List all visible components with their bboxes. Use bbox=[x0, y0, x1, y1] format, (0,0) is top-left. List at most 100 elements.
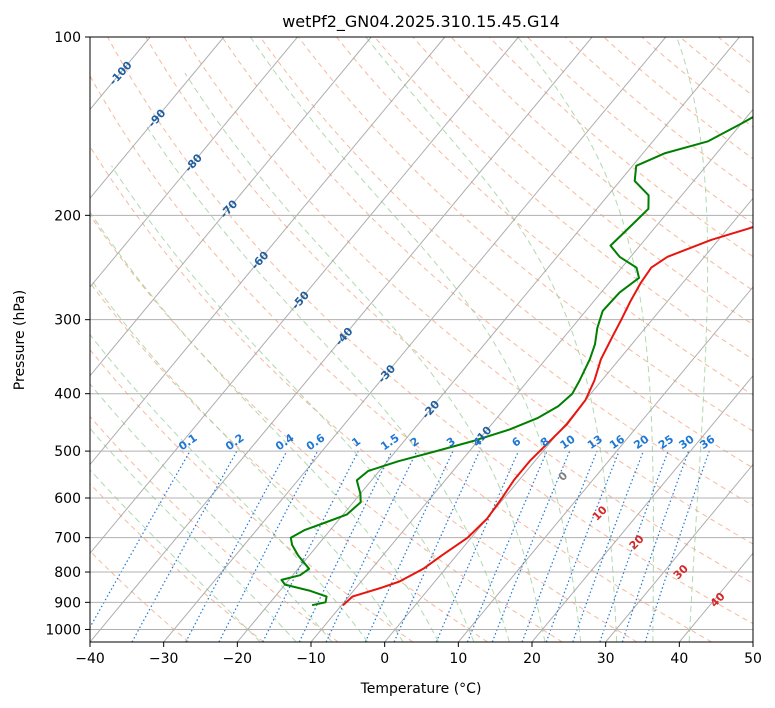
x-tick-label: 20 bbox=[523, 651, 541, 667]
mixing-ratio-label: 20 bbox=[631, 432, 651, 452]
mixing-ratio-line bbox=[572, 450, 644, 642]
isotherm-line bbox=[0, 37, 3, 642]
dry-adiabat-line bbox=[107, 37, 753, 625]
moist-adiabat-line bbox=[90, 211, 439, 642]
mixing-ratio-label: 6 bbox=[510, 435, 524, 450]
moist-adiabat-label: 10 bbox=[590, 503, 610, 523]
x-tick-label: −10 bbox=[296, 651, 326, 667]
dry-adiabat-line bbox=[90, 415, 339, 642]
mixing-ratio-label: 30 bbox=[677, 432, 697, 452]
dry-adiabat-line bbox=[90, 281, 488, 642]
x-axis-label: Temperature (°C) bbox=[360, 681, 482, 697]
mixing-ratio-label: 1.5 bbox=[378, 431, 401, 453]
dry-adiabat-line bbox=[90, 145, 638, 642]
moist-adiabat-line bbox=[90, 277, 404, 642]
moist-adiabat-label: 0 bbox=[556, 469, 571, 484]
y-tick-label: 500 bbox=[54, 444, 81, 460]
plot-frame bbox=[89, 36, 754, 643]
moist-adiabat-label: 30 bbox=[671, 562, 691, 582]
isotherm-line bbox=[163, 37, 667, 642]
moist-adiabat-line bbox=[250, 37, 582, 642]
isotherm-line bbox=[90, 37, 372, 377]
background-lines bbox=[0, 37, 753, 642]
mixing-ratio-line bbox=[621, 450, 690, 642]
line-labels: 0.1 0.2 0.4 0.6 1 1.5 2 3 4 6 8 10 13 16 20 25 30 36-100-… bbox=[107, 58, 728, 609]
x-tick-label: 10 bbox=[449, 651, 467, 667]
dry-adiabat-line bbox=[90, 75, 712, 642]
mixing-ratio-line bbox=[393, 450, 481, 642]
mixing-ratio-line bbox=[90, 450, 191, 629]
dry-adiabat-line bbox=[90, 348, 414, 642]
mixing-ratio-line bbox=[599, 450, 669, 642]
dry-adiabat-line bbox=[90, 550, 190, 642]
isotherm-line bbox=[752, 641, 753, 642]
mixing-ratio-label: 13 bbox=[585, 433, 605, 452]
moist-adiabat-line bbox=[90, 469, 261, 642]
moist-adiabat-line bbox=[517, 37, 654, 642]
dry-adiabat-line bbox=[565, 37, 753, 192]
mixing-ratio-label: 0.6 bbox=[304, 431, 328, 453]
x-tick-label: 30 bbox=[597, 651, 615, 667]
dry-adiabat-line bbox=[717, 37, 753, 66]
isotherm-line bbox=[90, 37, 593, 642]
moist-adiabat-line bbox=[676, 37, 709, 642]
mixing-ratio-line bbox=[545, 450, 620, 642]
mixing-ratio-line bbox=[466, 450, 548, 642]
y-tick-label: 300 bbox=[54, 313, 81, 329]
isotherm-line bbox=[90, 37, 446, 466]
y-tick-label: 200 bbox=[54, 208, 81, 224]
dry-adiabat-line bbox=[183, 37, 753, 545]
profile-series bbox=[280, 115, 753, 607]
x-tick-label: 50 bbox=[744, 651, 762, 667]
dewpoint-profile-line bbox=[280, 115, 753, 607]
mixing-ratio-label: 0.1 bbox=[176, 431, 199, 453]
mixing-ratio-line bbox=[131, 450, 238, 642]
x-tick-label: 0 bbox=[380, 651, 389, 667]
moist-adiabat-line bbox=[90, 427, 297, 642]
isotherm-line bbox=[236, 37, 740, 642]
mixing-ratio-label: 1 bbox=[349, 435, 363, 450]
dry-adiabat-line bbox=[90, 214, 563, 642]
x-tick-label: −40 bbox=[75, 651, 105, 667]
y-tick-label: 700 bbox=[54, 531, 81, 547]
y-tick-label: 600 bbox=[54, 491, 81, 507]
isotherm-line bbox=[457, 286, 753, 642]
dry-adiabat-line bbox=[145, 37, 753, 584]
moist-adiabat-label: 40 bbox=[708, 590, 728, 610]
isotherm-label: -100 bbox=[107, 58, 135, 87]
mixing-ratio-label: 0.2 bbox=[223, 431, 246, 453]
mixing-ratio-label: 25 bbox=[656, 433, 676, 452]
mixing-ratio-line bbox=[185, 450, 288, 642]
mixing-ratio-label: 16 bbox=[607, 432, 627, 452]
y-tick-label: 900 bbox=[54, 595, 81, 611]
dry-adiabat-line bbox=[336, 37, 753, 396]
x-tick-label: −20 bbox=[223, 651, 253, 667]
mixing-ratio-line bbox=[262, 450, 359, 642]
y-tick-label: 400 bbox=[54, 387, 81, 403]
dry-adiabat-line bbox=[90, 482, 264, 642]
isotherm-line bbox=[90, 37, 519, 555]
moist-adiabat-line bbox=[365, 37, 618, 642]
y-axis-ticks: 100 200 300 400 500 600 700 800 900 1000 bbox=[45, 30, 90, 638]
isotherm-line bbox=[384, 197, 753, 642]
moist-adiabat-line bbox=[144, 123, 510, 642]
dry-adiabat-line bbox=[374, 37, 753, 361]
dry-adiabat-line bbox=[603, 37, 753, 160]
dry-adiabat-line bbox=[641, 37, 753, 128]
y-tick-label: 800 bbox=[54, 565, 81, 581]
x-axis-ticks: −40 −30 −20 −10 0 10 20 30 40 50 bbox=[75, 642, 762, 667]
x-tick-label: 40 bbox=[670, 651, 688, 667]
temperature-profile-line bbox=[342, 225, 753, 606]
moist-adiabat-line bbox=[90, 383, 333, 642]
dry-adiabat-line bbox=[450, 37, 753, 292]
mixing-ratio-line bbox=[435, 450, 519, 642]
isotherm-line bbox=[678, 552, 753, 642]
x-tick-label: −30 bbox=[149, 651, 179, 667]
moist-adiabat-line bbox=[111, 165, 475, 642]
chart-title: wetPf2_GN04.2025.310.15.45.G14 bbox=[282, 12, 560, 32]
isotherm-line bbox=[605, 463, 753, 642]
isotherm-line bbox=[531, 374, 753, 642]
moist-adiabat-line bbox=[90, 333, 369, 642]
mixing-ratio-line bbox=[521, 450, 598, 642]
isotherm-line bbox=[90, 37, 225, 200]
